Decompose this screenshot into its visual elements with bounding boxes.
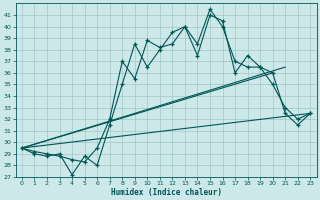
X-axis label: Humidex (Indice chaleur): Humidex (Indice chaleur)	[111, 188, 221, 197]
